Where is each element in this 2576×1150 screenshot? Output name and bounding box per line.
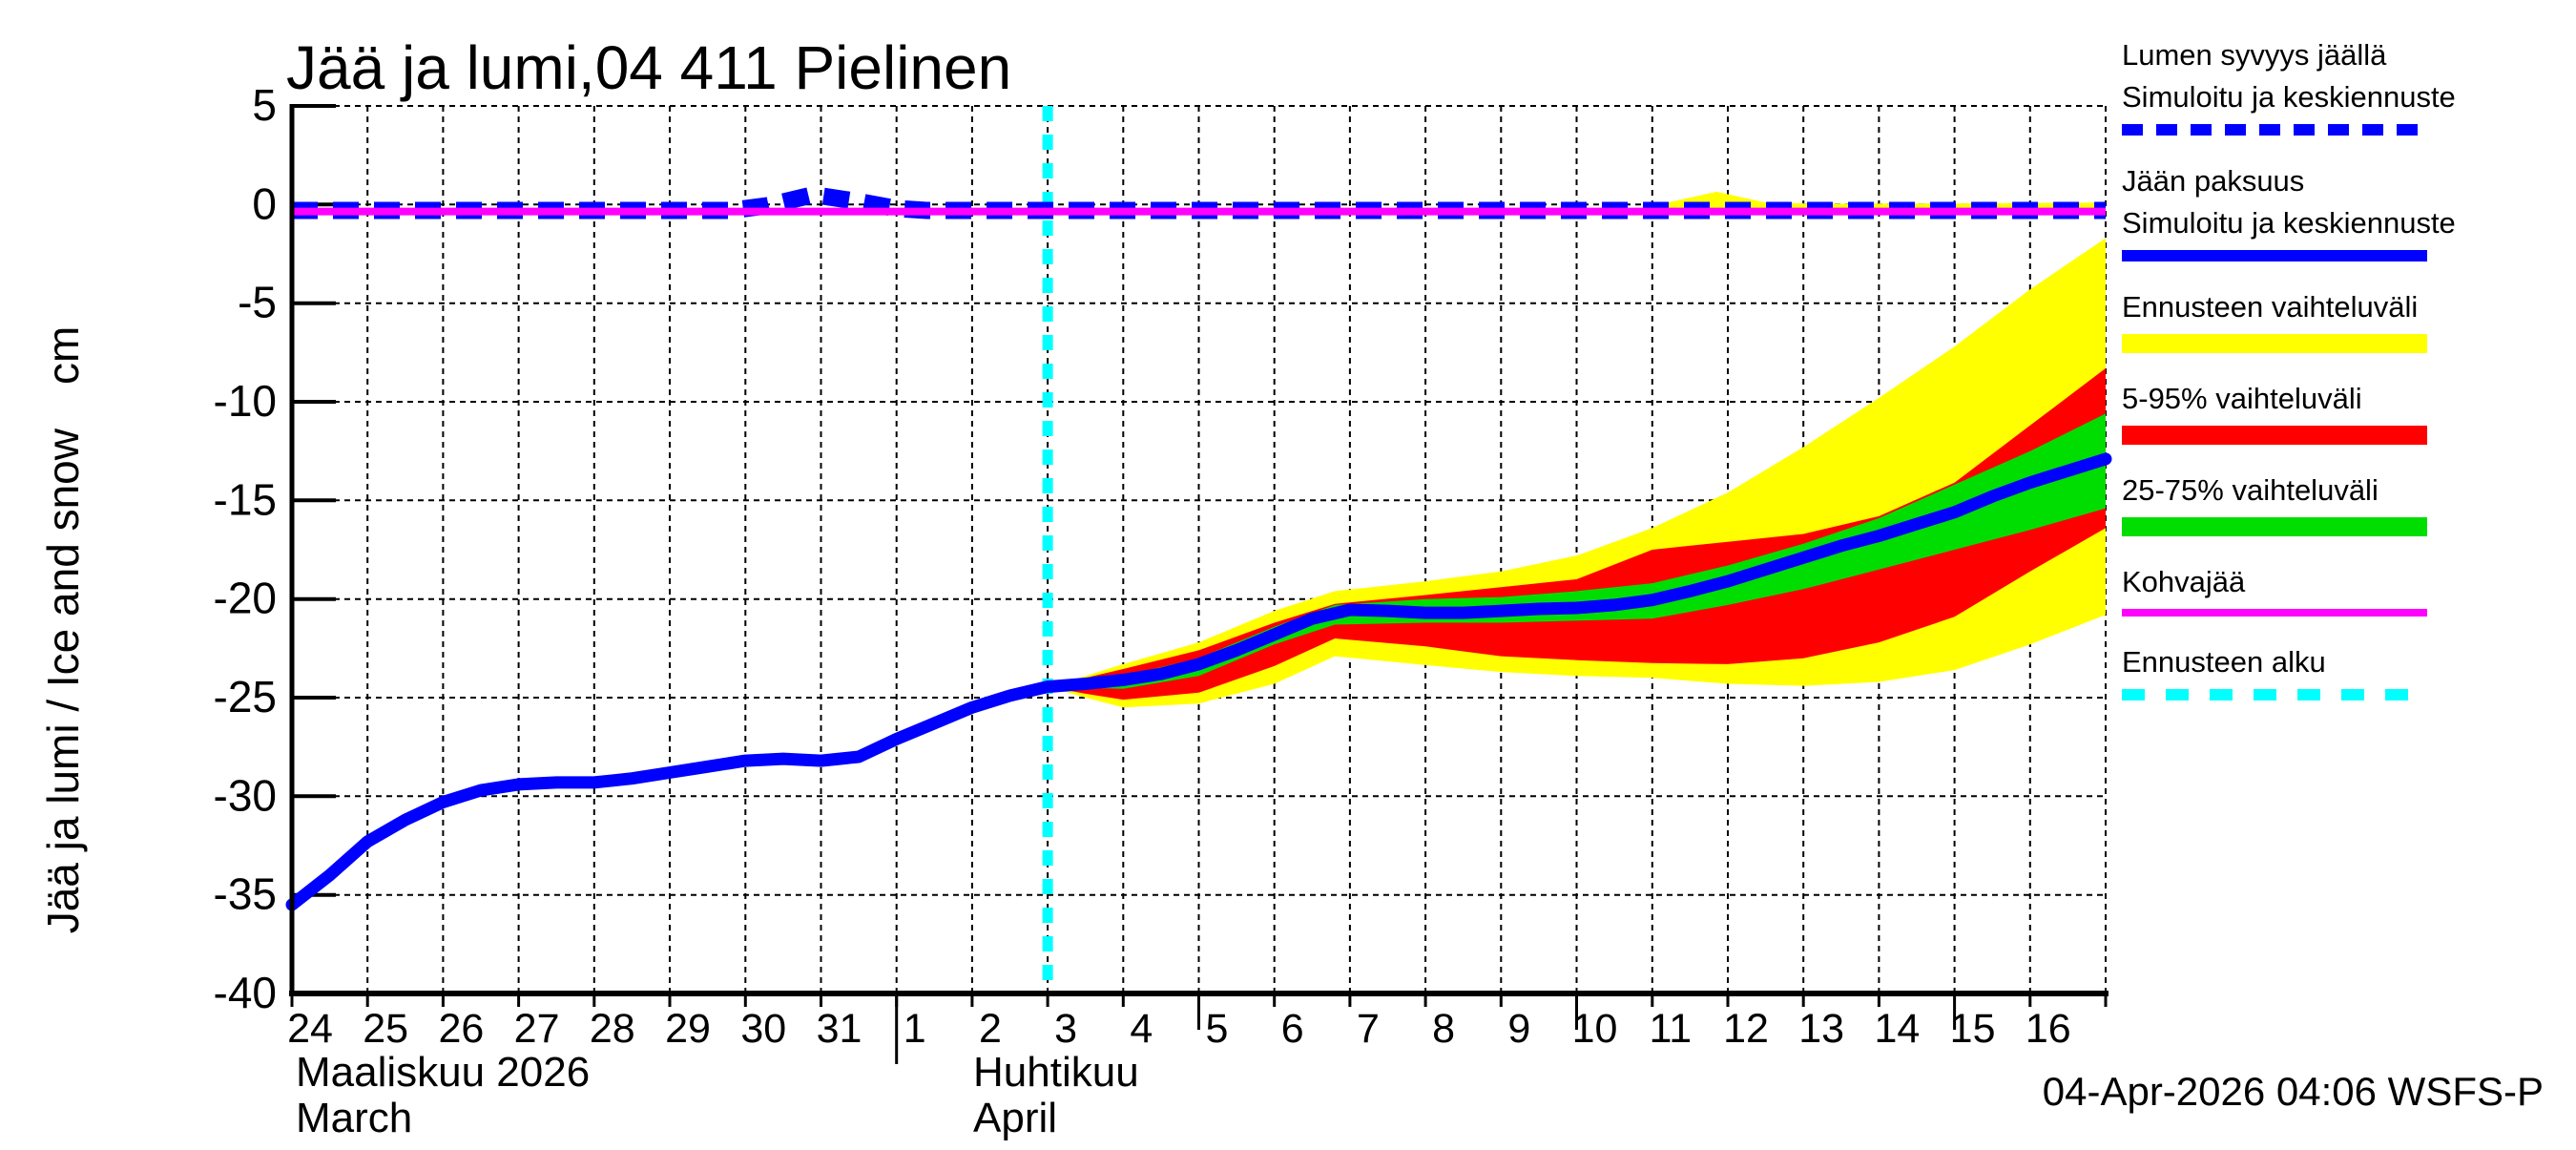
legend-item-ice-thickness: Jään paksuus Simuloitu ja keskiennuste	[2122, 160, 2551, 261]
ice-thickness-line	[285, 452, 2112, 911]
legend-swatch-yellow	[2122, 334, 2427, 353]
x-tick-label: 29	[665, 1006, 711, 1052]
legend-label: 5-95% vaihteluväli	[2122, 382, 2362, 415]
month-label-april: Huhtikuu April	[973, 1050, 1139, 1141]
y-tick-label: -30	[214, 770, 277, 820]
x-tick-label: 6	[1281, 1006, 1304, 1052]
x-tick-label: 7	[1357, 1006, 1380, 1052]
x-tick-label: 8	[1432, 1006, 1455, 1052]
x-tick-label: 12	[1723, 1006, 1769, 1052]
x-tick-label: 4	[1130, 1006, 1153, 1052]
y-tick-label: -10	[214, 376, 277, 426]
x-tick-label: 10	[1572, 1006, 1618, 1052]
x-tick-label: 16	[2025, 1006, 2071, 1052]
y-tick-label: -15	[214, 474, 277, 524]
x-tick-label: 24	[287, 1006, 333, 1052]
y-tick-label: -35	[214, 869, 277, 919]
chart-title: Jää ja lumi,04 411 Pielinen	[286, 33, 1012, 102]
y-tick-label: -20	[214, 574, 277, 623]
x-tick-label: 28	[590, 1006, 635, 1052]
legend-item-25-75: 25-75% vaihteluväli	[2122, 470, 2551, 536]
legend-swatch-blue-dashed	[2122, 124, 2427, 136]
x-tick-label: 2	[979, 1006, 1002, 1052]
x-tick-label: 26	[438, 1006, 484, 1052]
legend-item-5-95: 5-95% vaihteluväli	[2122, 378, 2551, 445]
x-tick-label: 9	[1507, 1006, 1530, 1052]
legend-swatch-green	[2122, 517, 2427, 536]
x-tick-label: 25	[363, 1006, 408, 1052]
x-tick-label: 11	[1649, 1006, 1692, 1052]
legend-label: Simuloitu ja keskiennuste	[2122, 206, 2456, 240]
x-tick-label: 5	[1206, 1006, 1229, 1052]
y-tick-label: 0	[252, 178, 277, 228]
legend-label: 25-75% vaihteluväli	[2122, 473, 2379, 507]
y-tick-label: -5	[238, 278, 277, 327]
legend: Lumen syvyys jäällä Simuloitu ja keskien…	[2122, 34, 2551, 725]
legend-item-kohvajaa: Kohvajää	[2122, 561, 2551, 617]
y-tick-label: -25	[214, 672, 277, 721]
x-tick-label: 31	[817, 1006, 862, 1052]
x-tick-label: 27	[514, 1006, 560, 1052]
legend-label: Ennusteen vaihteluväli	[2122, 290, 2419, 324]
x-tick-label: 30	[740, 1006, 786, 1052]
y-axis-unit: cm	[38, 325, 88, 386]
legend-label: Simuloitu ja keskiennuste	[2122, 80, 2456, 114]
legend-swatch-magenta	[2122, 609, 2427, 617]
legend-swatch-blue-solid	[2122, 250, 2427, 261]
y-axis-label: Jää ja lumi / Ice and snow cm	[37, 326, 89, 934]
legend-label: Kohvajää	[2122, 565, 2246, 598]
x-tick-label: 14	[1874, 1006, 1920, 1052]
legend-swatch-red	[2122, 426, 2427, 445]
x-tick-label: 13	[1798, 1006, 1844, 1052]
month-label-march-en: March	[296, 1095, 413, 1141]
x-tick-label: 3	[1054, 1006, 1077, 1052]
y-tick-label: -40	[214, 968, 277, 1017]
timestamp: 04-Apr-2026 04:06 WSFS-P	[2042, 1069, 2544, 1114]
legend-swatch-cyan-dashed	[2122, 689, 2427, 700]
legend-label: Ennusteen alku	[2122, 645, 2326, 679]
legend-item-forecast-range: Ennusteen vaihteluväli	[2122, 286, 2551, 353]
month-label-april-en: April	[973, 1095, 1058, 1141]
legend-label: Jään paksuus	[2122, 164, 2305, 198]
x-tick-label: 1	[904, 1006, 926, 1052]
y-axis-label-text: Jää ja lumi / Ice and snow	[38, 429, 88, 934]
month-label-march-fi: Maaliskuu 2026	[296, 1049, 591, 1096]
y-tick-label: 5	[252, 80, 277, 130]
month-label-april-fi: Huhtikuu	[973, 1049, 1139, 1096]
legend-label: Lumen syvyys jäällä	[2122, 38, 2387, 72]
legend-item-forecast-start: Ennusteen alku	[2122, 641, 2551, 700]
legend-item-snow-depth: Lumen syvyys jäällä Simuloitu ja keskien…	[2122, 34, 2551, 136]
x-tick-label: 15	[1950, 1006, 1996, 1052]
month-label-march: Maaliskuu 2026 March	[296, 1050, 590, 1141]
